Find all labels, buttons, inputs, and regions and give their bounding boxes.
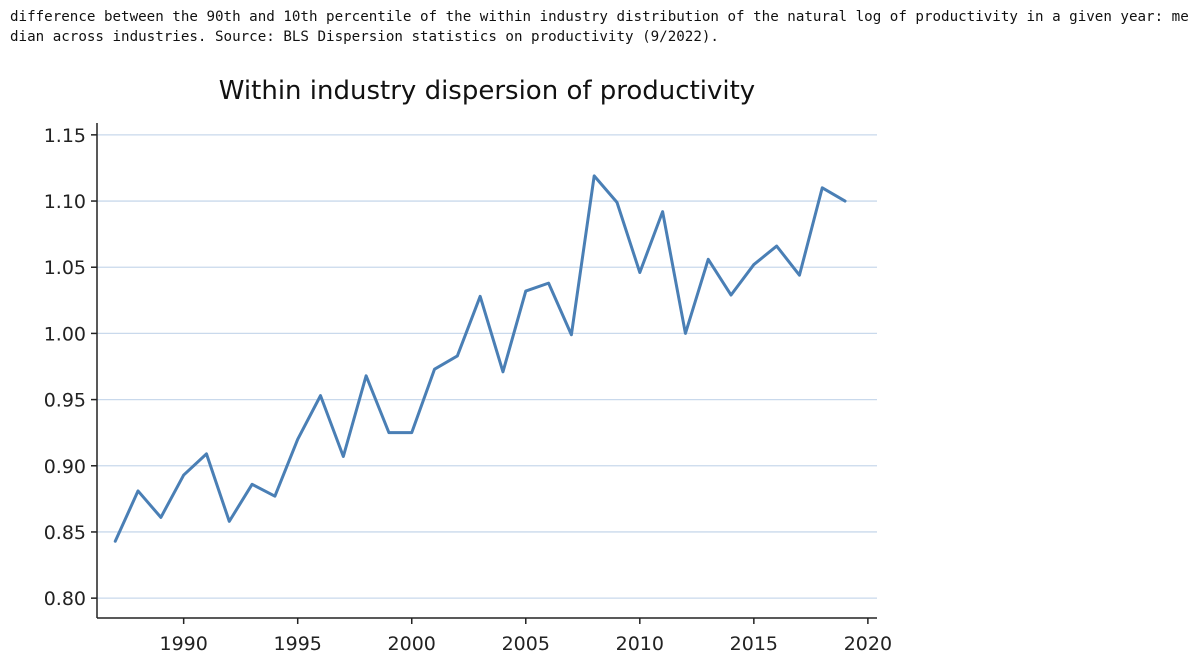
x-tick-label: 1995 <box>274 633 322 655</box>
x-tick-label: 1990 <box>159 633 207 655</box>
y-tick-label: 1.00 <box>44 323 86 345</box>
series-group <box>113 174 847 543</box>
y-tick-label: 1.15 <box>44 125 86 147</box>
y-tick-label: 0.90 <box>44 456 86 478</box>
x-tick-label: 2010 <box>616 633 664 655</box>
y-tick-label: 1.05 <box>44 257 86 279</box>
figure-caption: difference between the 90th and 10th per… <box>10 9 1189 45</box>
x-tick-label: 2000 <box>388 633 436 655</box>
x-axis: 1990 1995 2000 2005 2010 2015 2020 <box>97 617 892 655</box>
chart-title: Within industry dispersion of productivi… <box>219 76 755 106</box>
grid-lines <box>97 134 877 599</box>
x-tick-label: 2005 <box>502 633 550 655</box>
y-tick-label: 1.10 <box>44 191 86 213</box>
series-line <box>113 174 847 543</box>
x-tick-label: 2020 <box>844 633 892 655</box>
y-tick-label: 0.95 <box>44 390 86 412</box>
y-tick-label: 0.80 <box>44 588 86 610</box>
y-tick-label: 0.85 <box>44 522 86 544</box>
y-axis: 0.80 0.85 0.90 0.95 1.00 1.05 1.10 1.15 <box>44 123 98 618</box>
x-tick-label: 2015 <box>730 633 778 655</box>
